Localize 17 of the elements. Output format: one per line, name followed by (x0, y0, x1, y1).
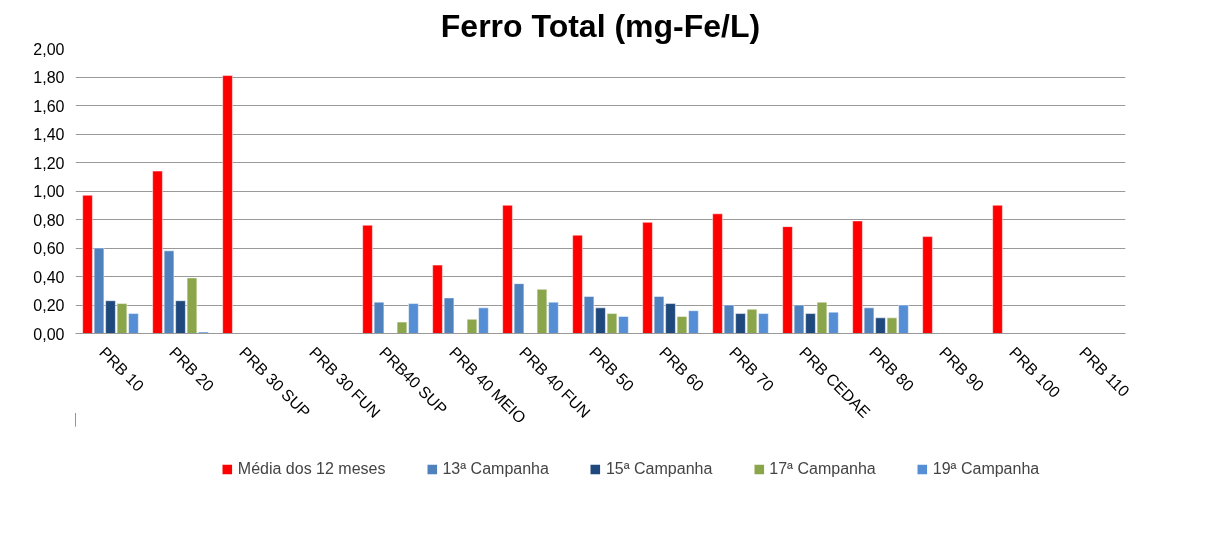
y-tick-label: 1,20 (33, 154, 65, 172)
y-tick-label: 0,60 (33, 240, 65, 257)
chart-title: Ferro Total (mg-Fe/L) (440, 7, 761, 44)
y-tick-label: 1,40 (33, 126, 65, 143)
legend-label: Média dos 12 meses (237, 460, 386, 478)
y-tick-label: 2,00 (33, 40, 65, 58)
legend-label: 19ª Campanha (932, 460, 1040, 478)
y-tick-label: 0,20 (33, 297, 65, 314)
y-tick-label: 1,60 (33, 97, 65, 115)
y-tick-label: 0,40 (33, 268, 65, 286)
legend-label: 15ª Campanha (605, 460, 713, 478)
y-tick-label: 1,00 (33, 183, 65, 200)
y-tick-label: 0,00 (33, 325, 65, 343)
legend-label: 17ª Campanha (769, 460, 876, 478)
legend-label: 13ª Campanha (442, 460, 549, 478)
y-tick-label: 1,80 (33, 69, 65, 86)
y-tick-label: 0,80 (33, 211, 65, 229)
